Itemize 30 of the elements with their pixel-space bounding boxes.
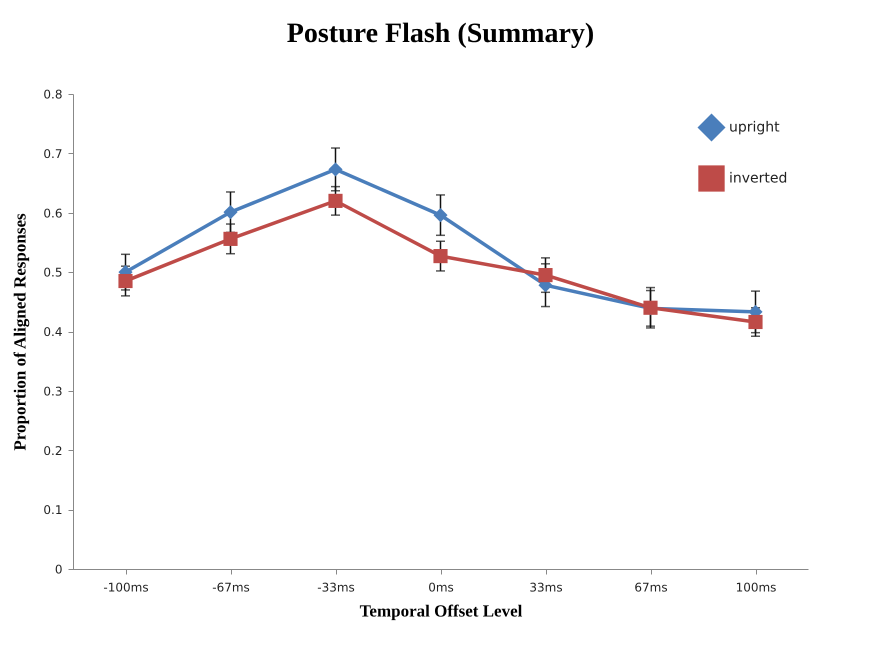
point	[328, 162, 343, 176]
x-tick-label: 33ms	[529, 580, 563, 594]
point	[328, 194, 343, 208]
x-tick-label: -33ms	[317, 580, 355, 594]
point	[223, 205, 238, 220]
y-tick-label: 0.5	[43, 266, 62, 280]
point	[433, 208, 448, 222]
y-tick-label: 0.2	[43, 444, 62, 458]
x-tick-label: 100ms	[736, 580, 776, 594]
y-tick-label: 0.7	[43, 146, 62, 161]
y-tick-label: 0	[54, 562, 62, 576]
legend-label: inverted	[729, 170, 788, 186]
x-axis-title: Temporal Offset Level	[360, 602, 523, 620]
y-tick-label: 0.4	[43, 325, 62, 339]
point	[223, 232, 238, 246]
x-tick-label: -100ms	[103, 580, 149, 594]
y-tick-label: 0.8	[43, 88, 62, 102]
x-tick-label: 67ms	[634, 580, 668, 594]
point	[433, 249, 448, 264]
chart-title: Posture Flash (Summary)	[286, 18, 594, 49]
y-tick-label: 0.1	[43, 503, 62, 518]
x-tick-label: 0ms	[428, 580, 454, 594]
x-tick-label: -67ms	[212, 580, 250, 594]
y-tick-label: 0.6	[43, 206, 62, 220]
y-axis-title: Proportion of Aligned Responses	[10, 213, 30, 451]
point	[538, 268, 553, 282]
point	[748, 314, 763, 330]
y-tick-label: 0.3	[43, 384, 62, 398]
point	[118, 274, 133, 288]
legend-label: upright	[729, 120, 780, 136]
